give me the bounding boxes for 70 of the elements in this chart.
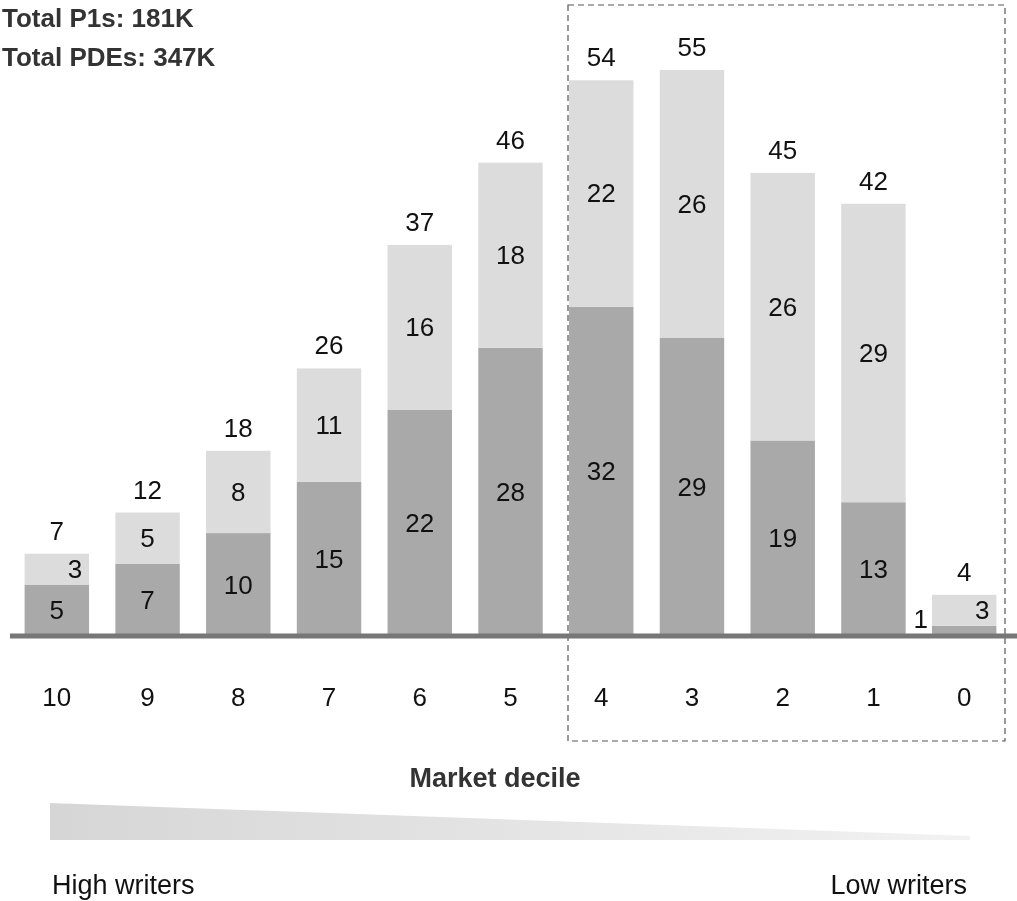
text: High writers [52, 870, 195, 900]
bar [387, 409, 452, 636]
data-label: 15 [314, 543, 344, 574]
x-tick-label: 2 [775, 682, 790, 712]
bar [569, 80, 634, 307]
x-tick-label: 10 [42, 682, 72, 712]
data-label: 18 [496, 240, 525, 271]
x-tick-label: 7 [321, 682, 337, 712]
data-label: 11 [315, 410, 343, 441]
data-label: 32 [586, 456, 616, 487]
total-label: 46 [496, 124, 525, 155]
bar [750, 440, 815, 636]
bar [296, 368, 362, 482]
bar [841, 502, 906, 636]
data-label: 10 [223, 569, 253, 600]
text: Total P1s: 181K [2, 3, 194, 33]
total-label: 55 [677, 32, 707, 62]
x-tick-label: 8 [231, 682, 246, 712]
data-label: 8 [231, 476, 246, 507]
bar [659, 70, 725, 338]
data-label: 3 [974, 595, 990, 626]
bar [206, 450, 271, 534]
bar [206, 533, 271, 636]
total-label: 26 [314, 330, 344, 361]
bar [115, 563, 180, 636]
x-axis-title: Market decile [409, 763, 581, 793]
bar [478, 347, 543, 636]
x-tick-label: 1 [866, 682, 881, 712]
total-label: 42 [858, 165, 888, 196]
x-tick-label: 6 [412, 682, 427, 712]
data-label: 5 [140, 523, 155, 554]
bar [387, 244, 452, 410]
data-label: 29 [858, 338, 888, 368]
bar [569, 306, 634, 636]
x-tick-label: 5 [503, 682, 518, 712]
data-label: 22 [586, 178, 616, 209]
bar [24, 553, 90, 585]
bar [659, 337, 725, 636]
bar [296, 481, 362, 636]
data-label: 19 [768, 523, 798, 554]
data-label: 13 [858, 554, 888, 585]
total-label: 18 [223, 412, 253, 443]
bar [478, 162, 543, 348]
data-label: 26 [677, 188, 707, 219]
total-label: 45 [768, 134, 798, 165]
data-label: 28 [496, 476, 525, 507]
data-label: 26 [768, 291, 798, 322]
total-label: 12 [133, 474, 163, 505]
bar [750, 172, 815, 441]
total-label: 7 [49, 515, 65, 546]
data-label: 29 [677, 471, 707, 502]
data-label: 16 [405, 312, 435, 343]
bar [115, 512, 180, 564]
bar [24, 584, 90, 636]
bar [841, 203, 906, 503]
x-tick-label: 9 [140, 682, 155, 712]
annotation: Total PDEs: 347K [2, 42, 216, 72]
bar [931, 594, 997, 626]
data-label: 3 [67, 554, 83, 585]
total-label: 37 [405, 206, 435, 237]
data-label: 7 [140, 584, 155, 615]
x-tick-label: 4 [594, 682, 609, 712]
text: Low writers [830, 870, 967, 900]
data-label: 22 [405, 507, 435, 538]
data-label: 1 [913, 604, 928, 634]
x-tick-label: 0 [956, 682, 972, 712]
data-label: 5 [49, 595, 65, 626]
x-tick-label: 3 [684, 682, 700, 712]
total-label: 54 [586, 42, 616, 73]
total-label: 4 [956, 556, 972, 587]
